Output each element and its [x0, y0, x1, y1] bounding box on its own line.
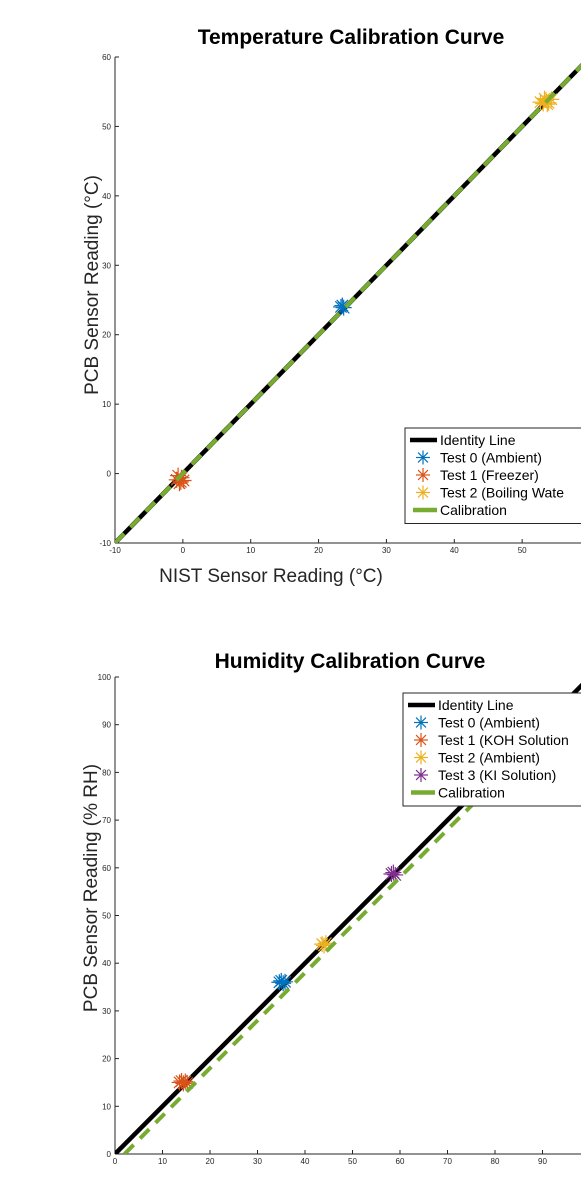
legend-swatch: [414, 733, 428, 747]
legend-label: Identity Line: [440, 432, 516, 448]
legend-box: [402, 692, 581, 807]
y-axis-label: PCB Sensor Reading (% RH): [81, 764, 102, 1012]
y-tick-label: 0: [107, 470, 112, 479]
legend-swatch: [414, 715, 428, 730]
legend-swatch: [414, 768, 428, 782]
x-tick-label: 80: [491, 1157, 500, 1166]
y-tick-label: 90: [102, 721, 111, 730]
humidity-calibration-chart: Humidity Calibration Curve PCB Sensor Re…: [81, 650, 581, 1166]
y-tick-label: 10: [102, 1102, 111, 1111]
data-point: [317, 935, 334, 952]
legend-entry: Test 0 (Ambient): [416, 450, 542, 466]
legend-label: Test 0 (Ambient): [438, 715, 540, 731]
legend-box: [404, 427, 581, 524]
y-tick-label: 50: [102, 912, 111, 921]
plot-area: [115, 62, 581, 543]
x-tick-label: 10: [246, 546, 255, 555]
legend-swatch: [416, 485, 430, 500]
legend-label: Test 1 (Freezer): [440, 467, 539, 483]
legend-swatch: [416, 468, 430, 482]
y-axis-label: PCB Sensor Reading (°C): [82, 175, 103, 395]
axes: 0 10 20 30 40 50 60 70 80 90 0 10 20 30 40 50 60 70 80 90 10…: [98, 673, 581, 1166]
y-tick-label: 0: [107, 1150, 112, 1159]
legend-entry: Identity Line: [410, 432, 516, 448]
legend-label: Calibration: [440, 502, 507, 518]
y-tick-label: 30: [102, 1007, 111, 1016]
x-tick-label: 40: [301, 1157, 310, 1166]
x-tick-label: 0: [113, 1157, 118, 1166]
legend-label: Test 2 (Ambient): [438, 750, 540, 766]
legend: Identity Line Test 0 (Ambient)Test 1 (Fre…: [404, 427, 581, 524]
y-tick-label: 10: [102, 400, 111, 409]
x-tick-label: 50: [518, 546, 527, 555]
legend-label: Test 2 (Boiling Wate: [440, 485, 564, 501]
y-tick-label: 40: [102, 959, 111, 968]
legend-entry: Calibration: [411, 785, 505, 801]
x-tick-label: -10: [109, 546, 121, 555]
x-tick-label: 50: [348, 1157, 357, 1166]
x-tick-label: 90: [538, 1157, 547, 1166]
chart-title: Humidity Calibration Curve: [215, 650, 486, 673]
legend-entry: Test 2 (Boiling Wate: [416, 485, 564, 501]
y-tick-label: 60: [102, 864, 111, 873]
data-point: [387, 866, 404, 883]
axes: -10 0 10 20 30 40 50 -10 0 10 20 30 40 50 60: [99, 53, 581, 555]
x-tick-label: 30: [253, 1157, 262, 1166]
x-tick-label: 20: [314, 546, 323, 555]
x-axis-label: NIST Sensor Reading (°C): [159, 566, 383, 587]
temperature-calibration-chart: Temperature Calibration Curve NIST Senso…: [82, 26, 581, 587]
legend-entry: Test 3 (KI Solution): [414, 767, 556, 783]
y-tick-label: -10: [99, 539, 111, 548]
legend-label: Test 1 (KOH Solution: [438, 732, 569, 748]
x-tick-label: 60: [396, 1157, 405, 1166]
legend-entry: Test 0 (Ambient): [414, 715, 540, 731]
y-tick-label: 80: [102, 768, 111, 777]
legend-label: Test 0 (Ambient): [440, 450, 542, 466]
x-tick-label: 30: [382, 546, 391, 555]
y-tick-label: 100: [98, 673, 112, 682]
x-tick-label: 70: [443, 1157, 452, 1166]
legend-swatch: [416, 450, 430, 465]
legend-entry: Test 1 (KOH Solution: [414, 732, 569, 748]
y-tick-label: 50: [102, 122, 111, 131]
x-tick-label: 20: [206, 1157, 215, 1166]
y-tick-label: 30: [102, 261, 111, 270]
legend-label: Calibration: [438, 785, 505, 801]
legend-entry: Test 1 (Freezer): [416, 467, 539, 483]
legend-swatch: [414, 750, 428, 765]
legend-label: Identity Line: [438, 697, 514, 713]
x-tick-label: 0: [181, 546, 186, 555]
legend-entry: Test 2 (Ambient): [414, 750, 540, 766]
legend-entry: Calibration: [413, 502, 507, 518]
y-tick-label: 70: [102, 816, 111, 825]
data-point: [277, 973, 294, 990]
y-tick-label: 40: [102, 192, 111, 201]
legend-entry: Identity Line: [408, 697, 514, 713]
y-tick-label: 60: [102, 53, 111, 62]
x-tick-label: 40: [450, 546, 459, 555]
x-tick-label: 10: [158, 1157, 167, 1166]
calibration-line: [115, 63, 581, 543]
y-tick-label: 20: [102, 1055, 111, 1064]
chart-title: Temperature Calibration Curve: [198, 26, 505, 49]
y-tick-label: 20: [102, 331, 111, 340]
legend: Identity Line Test 0 (Ambient)Test 1 (KOH…: [402, 692, 581, 807]
legend-label: Test 3 (KI Solution): [438, 767, 556, 783]
